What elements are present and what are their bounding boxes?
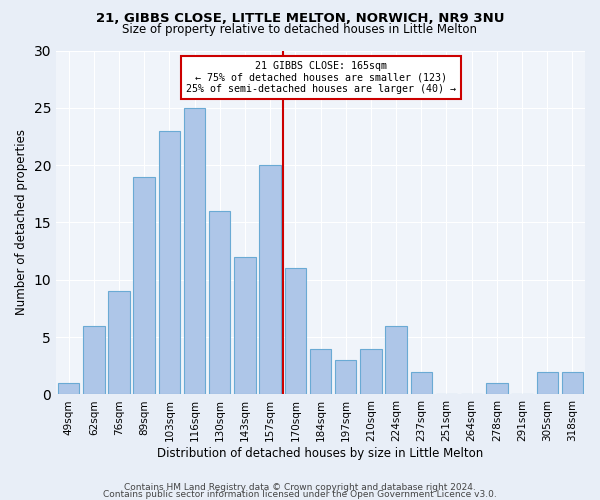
- Bar: [58, 383, 79, 394]
- Text: Contains public sector information licensed under the Open Government Licence v3: Contains public sector information licen…: [103, 490, 497, 499]
- Bar: [234, 257, 256, 394]
- Bar: [158, 131, 180, 394]
- Bar: [133, 176, 155, 394]
- Text: Size of property relative to detached houses in Little Melton: Size of property relative to detached ho…: [122, 22, 478, 36]
- Bar: [83, 326, 104, 394]
- Y-axis label: Number of detached properties: Number of detached properties: [15, 130, 28, 316]
- Bar: [536, 372, 558, 394]
- Bar: [486, 383, 508, 394]
- Bar: [184, 108, 205, 395]
- Bar: [360, 348, 382, 395]
- Bar: [335, 360, 356, 394]
- Bar: [385, 326, 407, 394]
- Bar: [109, 292, 130, 395]
- Bar: [410, 372, 432, 394]
- Bar: [209, 211, 230, 394]
- Bar: [310, 348, 331, 395]
- X-axis label: Distribution of detached houses by size in Little Melton: Distribution of detached houses by size …: [157, 447, 484, 460]
- Text: Contains HM Land Registry data © Crown copyright and database right 2024.: Contains HM Land Registry data © Crown c…: [124, 484, 476, 492]
- Text: 21 GIBBS CLOSE: 165sqm
← 75% of detached houses are smaller (123)
25% of semi-de: 21 GIBBS CLOSE: 165sqm ← 75% of detached…: [185, 61, 455, 94]
- Bar: [562, 372, 583, 394]
- Text: 21, GIBBS CLOSE, LITTLE MELTON, NORWICH, NR9 3NU: 21, GIBBS CLOSE, LITTLE MELTON, NORWICH,…: [96, 12, 504, 26]
- Bar: [284, 268, 306, 394]
- Bar: [259, 165, 281, 394]
